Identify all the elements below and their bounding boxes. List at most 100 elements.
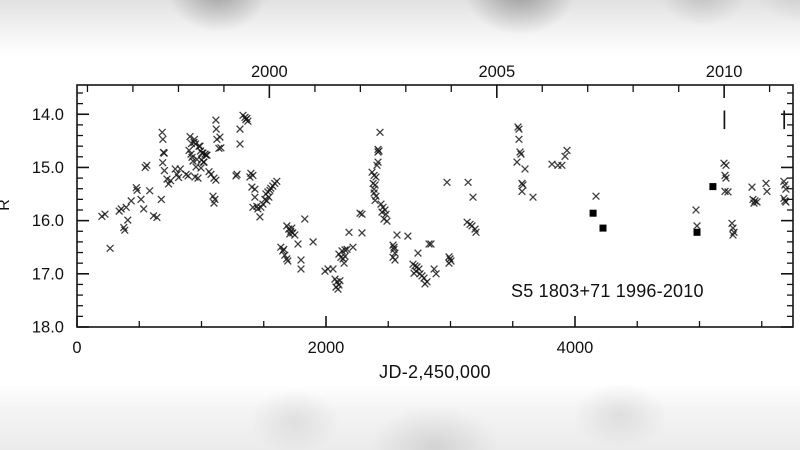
data-point-x xyxy=(415,265,423,273)
data-point-x xyxy=(558,161,566,170)
x-axis-tick-label: 4000 xyxy=(557,339,594,357)
data-point-x xyxy=(166,176,175,185)
data-point-x xyxy=(722,174,730,182)
data-point-x xyxy=(194,174,202,182)
data-point-x xyxy=(120,226,129,235)
data-point-x xyxy=(212,176,220,185)
data-point-x xyxy=(517,150,525,158)
data-point-x xyxy=(762,179,770,188)
data-point-x xyxy=(349,243,357,252)
data-point-x xyxy=(375,147,383,155)
data-point-x xyxy=(158,158,167,167)
data-point-x xyxy=(343,245,351,254)
data-point-x xyxy=(692,206,700,214)
data-point-x xyxy=(160,149,169,157)
data-point-x xyxy=(748,183,756,191)
data-point-x xyxy=(158,128,167,137)
data-point-x xyxy=(518,187,526,196)
data-point-filled-square xyxy=(693,228,701,236)
data-point-x xyxy=(127,197,136,205)
y-axis-title: R xyxy=(0,199,14,211)
data-point-x xyxy=(514,123,522,131)
plot-frame xyxy=(76,84,794,328)
data-point-x xyxy=(469,193,477,202)
data-point-x xyxy=(249,171,257,180)
data-point-x xyxy=(189,157,197,165)
chart-annotation: S5 1803+71 1996-2010 xyxy=(511,281,704,301)
data-point-x xyxy=(184,172,192,180)
data-point-x xyxy=(215,144,223,153)
data-point-x xyxy=(294,240,302,248)
data-point-x xyxy=(371,181,379,189)
data-point-x xyxy=(212,116,220,124)
data-point-x xyxy=(106,244,114,253)
data-point-x xyxy=(516,148,524,156)
data-point-x xyxy=(123,216,132,224)
data-point-x xyxy=(117,205,126,213)
data-point-x xyxy=(132,183,141,192)
top-axis-tick-label: 2000 xyxy=(251,63,288,81)
data-point-x xyxy=(212,125,221,133)
data-point-x xyxy=(279,245,288,254)
data-point-filled-square xyxy=(709,183,717,191)
data-point-x xyxy=(185,146,193,155)
data-point-x xyxy=(197,164,205,172)
top-axis-tick-label: 2010 xyxy=(706,63,743,81)
data-point-x xyxy=(133,186,141,195)
data-point-x xyxy=(233,170,241,179)
data-point-x xyxy=(393,231,401,239)
data-point-x xyxy=(283,257,292,265)
data-point-x xyxy=(142,161,151,170)
data-point-x xyxy=(780,194,788,203)
data-point-x xyxy=(513,158,521,166)
data-point-x xyxy=(329,265,337,273)
data-point-x xyxy=(358,229,366,237)
y-axis-tick-label: 18.0 xyxy=(32,319,64,337)
data-point-x xyxy=(137,195,145,204)
data-point-x xyxy=(430,265,438,273)
data-point-x xyxy=(211,195,219,204)
data-point-x xyxy=(427,240,435,248)
data-point-x xyxy=(236,125,244,133)
data-point-x xyxy=(345,228,353,237)
data-point-x xyxy=(423,277,431,286)
data-point-x xyxy=(693,222,701,230)
data-point-x xyxy=(763,187,771,196)
data-point-x xyxy=(186,132,194,141)
data-point-x xyxy=(356,209,364,218)
data-point-x xyxy=(472,228,480,237)
data-point-x xyxy=(521,165,529,173)
data-point-x xyxy=(265,193,273,202)
data-point-x xyxy=(382,210,390,219)
data-point-x xyxy=(297,256,305,264)
data-point-x xyxy=(372,173,380,181)
data-point-x xyxy=(753,198,761,206)
data-point-x xyxy=(390,243,398,252)
data-point-x xyxy=(445,252,453,261)
data-point-x xyxy=(464,178,472,187)
data-point-x xyxy=(730,228,738,237)
data-point-x xyxy=(309,238,317,246)
data-point-x xyxy=(157,195,166,204)
data-point-x xyxy=(282,255,291,263)
data-point-x xyxy=(447,257,455,265)
data-point-x xyxy=(297,265,305,273)
data-point-x xyxy=(122,203,131,212)
data-point-x xyxy=(159,135,167,144)
data-point-x xyxy=(195,142,203,151)
data-point-x xyxy=(217,143,225,152)
data-point-x xyxy=(272,177,281,186)
data-point-x xyxy=(290,231,299,239)
data-point-x xyxy=(145,186,154,195)
data-point-x xyxy=(236,140,244,148)
data-point-x xyxy=(391,256,399,264)
data-point-x xyxy=(200,158,208,166)
data-point-x xyxy=(563,146,571,155)
data-point-x xyxy=(263,197,271,205)
data-point-x xyxy=(372,192,380,201)
data-point-x xyxy=(244,117,252,126)
data-point-x xyxy=(341,246,349,254)
data-point-x xyxy=(724,188,732,196)
data-point-x xyxy=(280,251,289,260)
data-point-x xyxy=(300,215,309,223)
